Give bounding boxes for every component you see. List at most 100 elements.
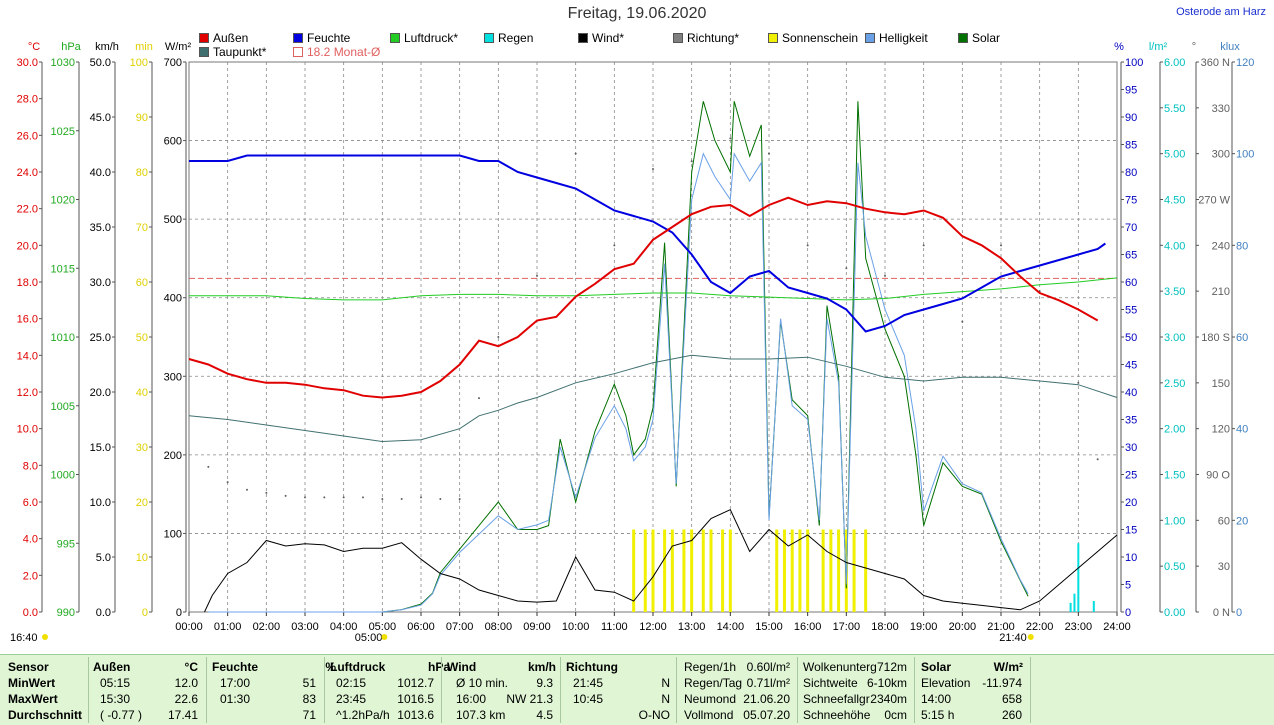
right-axis-tick-label: 10 (1125, 552, 1137, 564)
legend-item: 18.2 Monat-Ø (293, 45, 380, 59)
stats-cell: 260 (1001, 708, 1022, 722)
right-axis-tick-label: 100 (1125, 57, 1143, 69)
sunshine-bar (806, 529, 810, 612)
x-tick-label: 07:00 (446, 621, 474, 633)
x-tick-label: 14:00 (717, 621, 745, 633)
stats-cell: 16:00 (456, 692, 487, 706)
location-label[interactable]: Osterode am Harz (1176, 6, 1266, 18)
sunshine-bar (701, 529, 705, 612)
right-axis-tick-label: 5.50 (1164, 103, 1185, 115)
left-axis-tick-label: 1025 (51, 126, 75, 138)
stats-cell: Solar (921, 660, 952, 674)
legend-label: 18.2 Monat-Ø (307, 45, 381, 59)
right-axis-unit: l/m² (1149, 41, 1168, 53)
right-axis-tick-label: 90 O (1206, 470, 1230, 482)
legend-swatch (484, 33, 494, 43)
left-axis-tick-label: 10.0 (17, 424, 38, 436)
stats-cell: Vollmond (684, 708, 734, 722)
left-axis-tick-label: 6.0 (23, 497, 38, 509)
right-axis-tick-label: 4.50 (1164, 195, 1185, 207)
sunrise-label: 05:00 (355, 632, 383, 644)
right-axis-tick-label: 2.50 (1164, 378, 1185, 390)
x-tick-label: 18:00 (871, 621, 899, 633)
stats-cell: 1016.5 (397, 692, 434, 706)
x-tick-label: 00:00 (175, 621, 203, 633)
direction-point (1096, 458, 1099, 461)
direction-point (342, 496, 345, 499)
direction-point (729, 137, 732, 140)
legend-label: Taupunkt* (213, 45, 267, 59)
left-axis-tick-label: 600 (164, 136, 182, 148)
left-axis-tick-label: 20.0 (90, 387, 111, 399)
right-axis-tick-label: 35 (1125, 415, 1137, 427)
series-line-wind (204, 509, 1118, 613)
stats-cell: 71 (302, 708, 316, 722)
right-axis-tick-label: 30 (1125, 442, 1137, 454)
stats-divider (324, 657, 325, 723)
left-axis-tick-label: 45.0 (90, 112, 111, 124)
legend-label: Richtung* (687, 31, 740, 45)
left-axis-tick-label: 28.0 (17, 94, 38, 106)
stats-cell: 05.07.20 (743, 708, 790, 722)
direction-point (806, 244, 809, 247)
right-axis-tick-label: 210 (1212, 286, 1230, 298)
stats-cell: Regen/1h (684, 660, 737, 674)
weather-chart: 00:00 01:00 02:00 03:00 04:00 05:00 06:00 07:00… (10, 41, 1254, 644)
legend-swatch (293, 47, 303, 57)
right-axis-tick-label: 0 (1236, 607, 1242, 619)
direction-point (497, 336, 500, 338)
chart-title: Freitag, 19.06.2020 (567, 5, 707, 22)
rain-bar (1077, 543, 1080, 612)
legend-item: Regen (484, 31, 533, 45)
legend-swatch (865, 33, 875, 43)
legend-swatch (768, 33, 778, 43)
stats-divider (914, 657, 915, 723)
left-axis-tick-label: 35.0 (90, 222, 111, 234)
series-line-feuchte (189, 154, 1106, 333)
direction-point (574, 152, 577, 155)
stats-cell: % (325, 660, 336, 674)
legend-label: Regen (498, 31, 534, 45)
sunshine-bar (663, 529, 667, 612)
right-axis-tick-label: 40 (1236, 424, 1248, 436)
right-axis-tick-label: 2.00 (1164, 424, 1185, 436)
right-axis-tick-label: 90 (1125, 112, 1137, 124)
stats-cell: 658 (1001, 692, 1022, 706)
time-corner-label: 16:40 (10, 632, 38, 644)
right-axis-tick-label: 180 S (1201, 332, 1230, 344)
legend-item: Taupunkt* (199, 45, 266, 59)
direction-point (536, 274, 538, 277)
left-axis-tick-label: 26.0 (17, 130, 38, 142)
right-axis-tick-label: 95 (1125, 85, 1137, 97)
direction-point (207, 465, 210, 468)
sunshine-bar (643, 529, 647, 612)
stats-cell: 17:00 (220, 676, 251, 690)
right-axis-tick-label: 0.00 (1164, 607, 1185, 619)
series-line-luftdruck (189, 277, 1118, 301)
sunshine-bar (821, 529, 825, 612)
left-axis-unit: hPa (61, 41, 81, 53)
right-axis-tick-label: 100 (1236, 149, 1254, 161)
left-axis-tick-label: 10.0 (90, 497, 111, 509)
left-axis-tick-label: 500 (164, 214, 182, 226)
right-axis-tick-label: 1.00 (1164, 515, 1185, 527)
direction-point (400, 497, 403, 500)
sunshine-bar (651, 529, 655, 612)
right-axis-tick-label: 85 (1125, 140, 1137, 152)
right-axis-tick-label: 6.00 (1164, 57, 1185, 69)
left-axis-tick-label: 30 (136, 442, 148, 454)
left-axis-tick-label: 20 (136, 497, 148, 509)
stats-cell: Außen (93, 660, 131, 674)
sunshine-bar (682, 529, 686, 612)
legend-swatch (390, 33, 400, 43)
direction-point (652, 167, 654, 170)
left-axis-tick-label: 990 (57, 607, 75, 619)
direction-point (439, 497, 442, 500)
legend-item: Helligkeit (865, 31, 928, 45)
left-axis-unit: km/h (95, 41, 119, 53)
left-axis-unit: °C (28, 41, 40, 53)
right-axis-tick-label: 25 (1125, 470, 1137, 482)
stats-divider (441, 657, 442, 723)
right-axis-tick-label: 0 N (1213, 607, 1230, 619)
sunshine-bar (782, 529, 786, 612)
